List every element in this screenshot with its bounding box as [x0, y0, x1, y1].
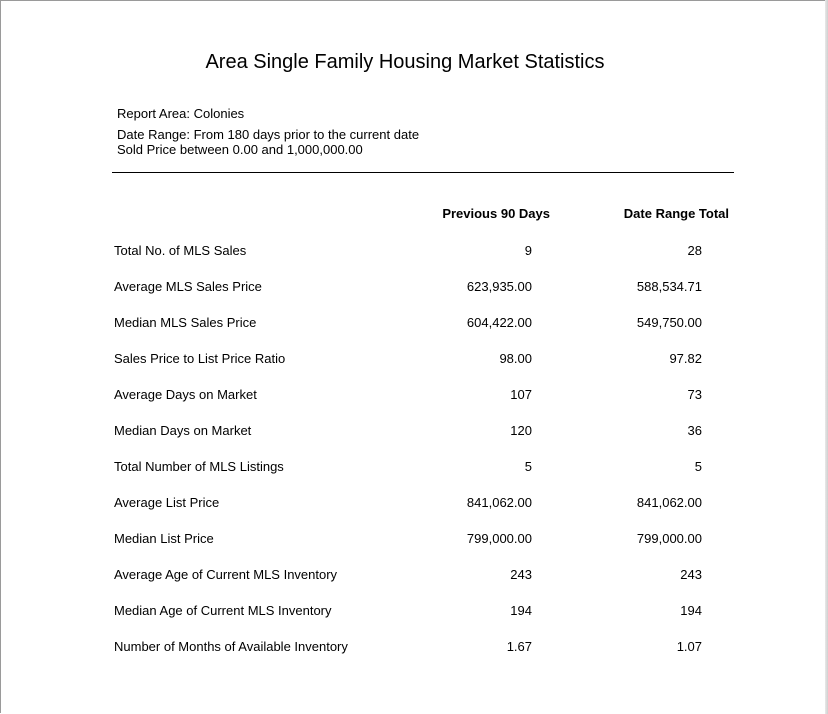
table-row: Average Age of Current MLS Inventory 243 2…	[1, 567, 809, 583]
previous-90-days-value: 9	[524, 243, 532, 258]
date-range-total-value: 1.07	[676, 639, 702, 654]
table-row: Average List Price 841,062.00 841,062.00	[1, 495, 809, 511]
date-range: Date Range: From 180 days prior to the c…	[117, 127, 420, 142]
table-row: Median Days on Market 120 36	[1, 423, 809, 439]
row-label: Average Days on Market	[114, 387, 257, 402]
date-range-total-value: 73	[687, 387, 702, 402]
date-range-total-value: 841,062.00	[636, 495, 702, 510]
table-row: Total No. of MLS Sales 9 28	[1, 243, 809, 259]
table-row: Average Days on Market 107 73	[1, 387, 809, 403]
report-title: Area Single Family Housing Market Statis…	[205, 51, 605, 73]
table-row: Median MLS Sales Price 604,422.00 549,750.…	[1, 315, 809, 331]
previous-90-days-value: 194	[510, 603, 532, 618]
row-label: Median List Price	[114, 531, 214, 546]
row-label: Total No. of MLS Sales	[114, 243, 247, 258]
previous-90-days-value: 604,422.00	[466, 315, 532, 330]
row-label: Median Age of Current MLS Inventory	[114, 603, 332, 618]
report-area: Report Area: Colonies	[117, 106, 245, 121]
row-label: Median MLS Sales Price	[114, 315, 257, 330]
date-range-total-value: 5	[694, 459, 702, 474]
row-label: Number of Months of Available Inventory	[114, 639, 348, 654]
row-label: Average MLS Sales Price	[114, 279, 262, 294]
previous-90-days-value: 98.00	[499, 351, 532, 366]
table-row: Median Age of Current MLS Inventory 194 19…	[1, 603, 809, 619]
column-header-date-range-total: Date Range Total	[623, 206, 729, 221]
table-row: Median List Price 799,000.00 799,000.00	[1, 531, 809, 547]
date-range-total-value: 243	[680, 567, 702, 582]
row-label: Median Days on Market	[114, 423, 252, 438]
column-header-previous-90-days: Previous 90 Days	[442, 206, 550, 221]
table-row: Number of Months of Available Inventory 1…	[1, 639, 809, 655]
row-label: Total Number of MLS Listings	[114, 459, 284, 474]
page-shadow	[825, 0, 828, 714]
previous-90-days-value: 107	[510, 387, 532, 402]
date-range-total-value: 588,534.71	[636, 279, 702, 294]
date-range-total-value: 97.82	[669, 351, 702, 366]
date-range-total-value: 799,000.00	[636, 531, 702, 546]
price-filter: Sold Price between 0.00 and 1,000,000.00	[117, 142, 363, 157]
table-row: Average MLS Sales Price 623,935.00 588,534…	[1, 279, 809, 295]
previous-90-days-value: 243	[510, 567, 532, 582]
previous-90-days-value: 623,935.00	[466, 279, 532, 294]
previous-90-days-value: 841,062.00	[466, 495, 532, 510]
table-row: Total Number of MLS Listings 5 5	[1, 459, 809, 475]
previous-90-days-value: 799,000.00	[466, 531, 532, 546]
date-range-total-value: 549,750.00	[636, 315, 702, 330]
row-label: Sales Price to List Price Ratio	[114, 351, 286, 366]
row-label: Average Age of Current MLS Inventory	[114, 567, 338, 582]
previous-90-days-value: 5	[524, 459, 532, 474]
divider-line	[112, 172, 734, 173]
date-range-total-value: 36	[687, 423, 702, 438]
previous-90-days-value: 1.67	[506, 639, 532, 654]
table-row: Sales Price to List Price Ratio 98.00 97.8…	[1, 351, 809, 367]
date-range-total-value: 28	[687, 243, 702, 258]
previous-90-days-value: 120	[510, 423, 532, 438]
date-range-total-value: 194	[680, 603, 702, 618]
row-label: Average List Price	[114, 495, 220, 510]
